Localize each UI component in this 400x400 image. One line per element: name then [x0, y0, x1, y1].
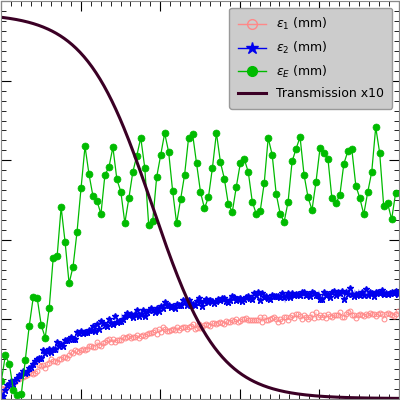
- Legend: $\varepsilon_1$ (mm), $\varepsilon_2$ (mm), $\varepsilon_E$ (mm), Transmission x: $\varepsilon_1$ (mm), $\varepsilon_2$ (m…: [229, 8, 392, 109]
